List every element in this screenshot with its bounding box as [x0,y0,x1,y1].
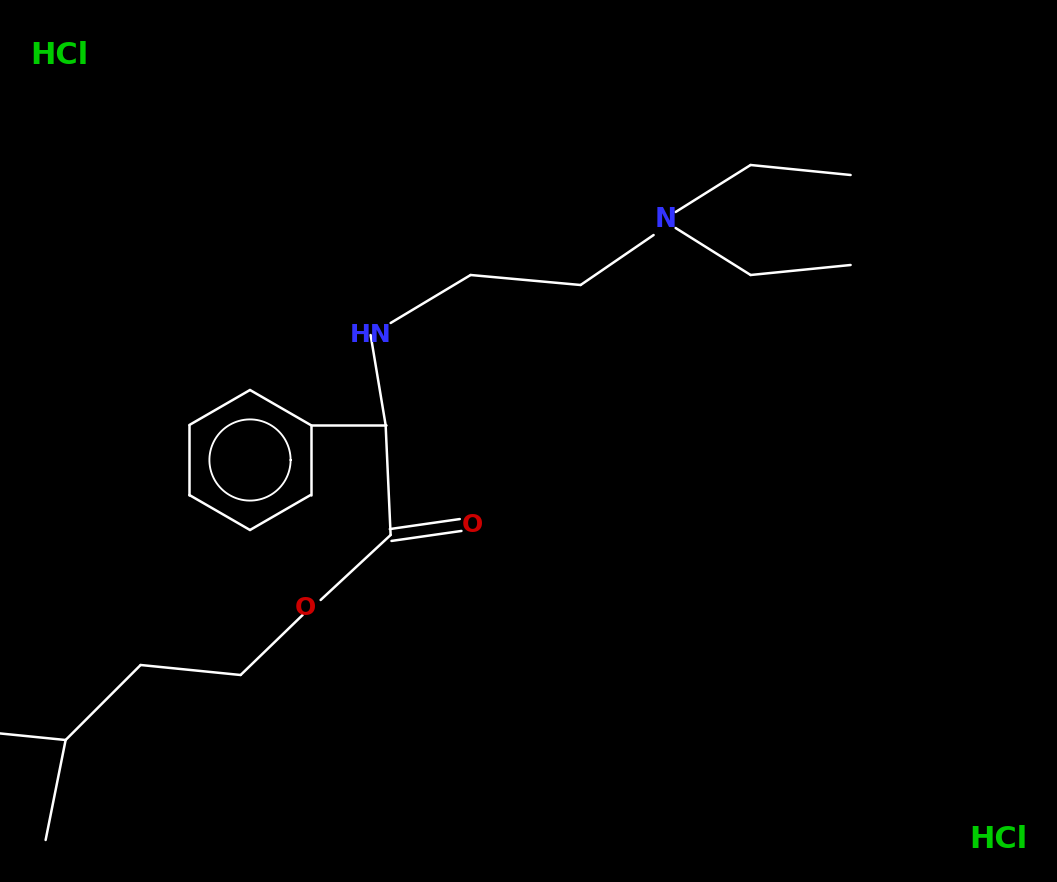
Text: HCl: HCl [30,41,88,70]
Text: HCl: HCl [969,826,1027,855]
Text: O: O [295,596,316,620]
Text: HN: HN [350,323,391,347]
Text: N: N [654,207,676,233]
Text: O: O [462,513,483,537]
